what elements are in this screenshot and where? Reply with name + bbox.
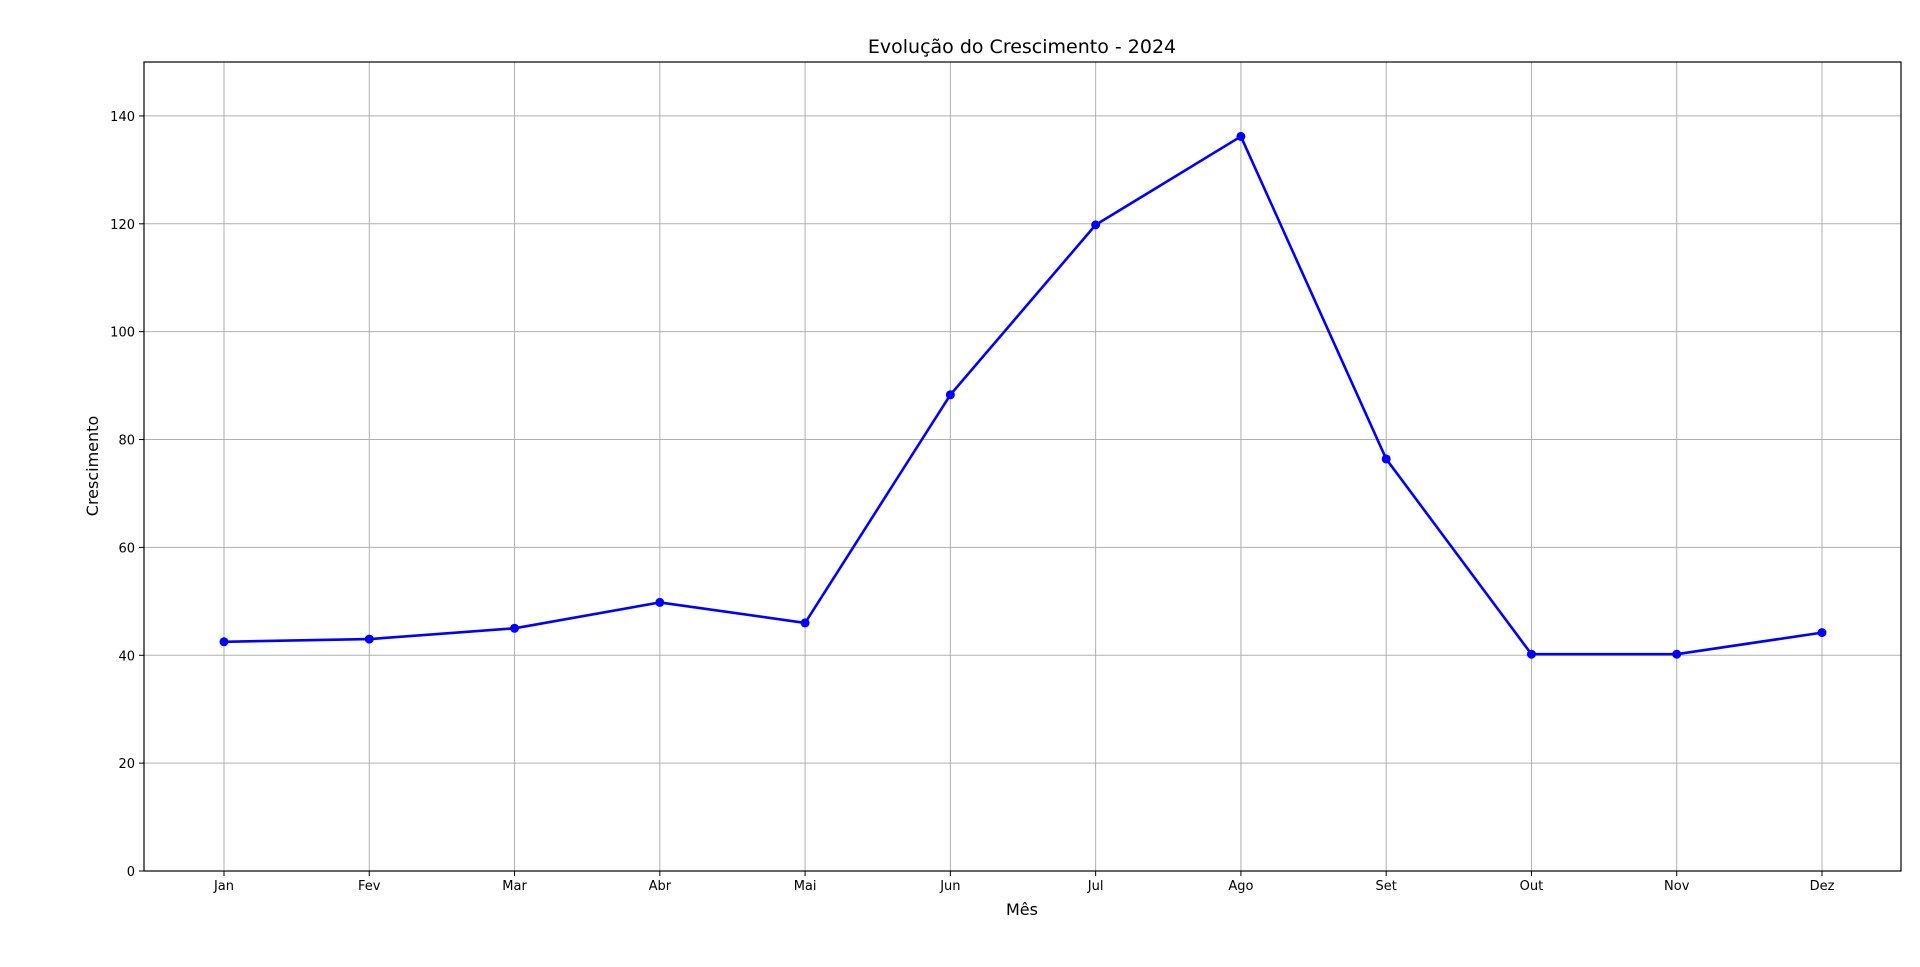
plot-area-frame [143,61,1902,872]
data-point-dez [1817,628,1827,638]
series-line [223,135,1823,656]
x-tick-label: Abr [649,879,672,894]
chart-title: Evolução do Crescimento - 2024 [868,36,1176,58]
x-tick-label: Jan [213,879,234,894]
y-tick-label: 120 [110,218,135,233]
x-tick-label: Out [1520,879,1544,894]
x-tick-label: Jul [1087,879,1104,894]
data-point-jan [219,637,229,647]
y-tick-label: 80 [118,434,135,449]
x-tick-label: Nov [1664,879,1690,894]
x-tick-label: Jun [939,879,960,894]
data-point-jun [945,390,955,400]
y-axis-label: Crescimento [83,416,102,516]
data-point-nov [1672,649,1682,659]
y-tick-label: 100 [110,326,135,341]
data-point-abr [655,597,665,607]
axis-ticks: Jan Fev Mar Abr Mai Jun Jul Ago Set Out Nov Dez 0 20 4… [110,110,1834,894]
x-tick-label: Set [1376,879,1397,894]
x-tick-label: Mai [794,879,817,894]
data-point-mai [800,618,810,628]
plot-area-background [144,62,1901,871]
x-tick-label: Fev [358,879,381,894]
data-point-fev [364,634,374,644]
series-layer [219,131,1827,659]
x-tick-label: Ago [1228,879,1253,894]
data-point-mar [510,623,520,633]
y-tick-label: 60 [118,541,135,556]
y-tick-label: 0 [127,865,135,880]
y-tick-label: 140 [110,110,135,125]
y-tick-label: 40 [118,649,135,664]
data-point-set [1381,454,1391,464]
data-point-out [1526,649,1536,659]
y-tick-label: 20 [118,757,135,772]
x-tick-label: Mar [502,879,527,894]
data-point-jul [1091,220,1101,230]
data-point-ago [1236,131,1246,141]
x-tick-label: Dez [1810,879,1835,894]
grid-lines [144,62,1901,871]
x-axis-label: Mês [1006,900,1038,919]
